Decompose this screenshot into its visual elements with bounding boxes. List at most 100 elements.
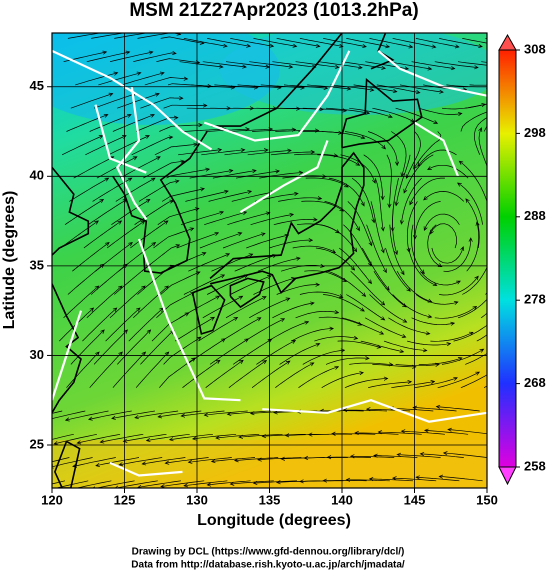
streamline <box>338 247 373 285</box>
streamline <box>349 107 393 119</box>
streamline <box>368 379 413 389</box>
colorbar-tick-label: 308 <box>524 41 546 56</box>
streamline <box>244 318 286 342</box>
streamline <box>133 51 177 63</box>
streamline <box>369 38 414 49</box>
streamline <box>373 271 407 308</box>
streamline <box>342 407 387 413</box>
streamline <box>201 148 246 156</box>
isotherm <box>94 104 147 174</box>
streamline <box>385 247 411 292</box>
streamline <box>417 149 457 167</box>
streamline <box>122 433 167 443</box>
streamline <box>453 324 487 342</box>
streamline <box>466 221 480 272</box>
streamline <box>324 201 360 232</box>
streamline <box>178 147 223 156</box>
streamline <box>389 224 405 276</box>
streamline <box>340 154 376 184</box>
streamline <box>321 131 366 140</box>
streamline <box>131 135 174 156</box>
streamline <box>403 154 434 194</box>
streamline <box>210 457 256 464</box>
streamline <box>376 84 421 95</box>
axes: 120 125 130 135 140 145 150 25 30 35 40 45 <box>30 78 498 507</box>
streamline <box>462 266 487 295</box>
isotherm <box>116 86 148 220</box>
streamline <box>415 475 460 482</box>
streamline <box>460 111 487 132</box>
cold-region <box>220 33 487 115</box>
streamline <box>135 115 179 132</box>
streamline <box>476 334 487 342</box>
streamline <box>55 480 89 488</box>
streamline <box>119 156 161 179</box>
streamline <box>250 212 295 226</box>
streamline <box>367 131 400 167</box>
streamline <box>344 131 386 150</box>
y-axis-label: Latitude (degrees) <box>1 191 18 330</box>
coastline <box>52 283 82 414</box>
streamline <box>212 169 257 179</box>
streamline <box>318 316 363 326</box>
x-tick-label: 130 <box>186 492 208 507</box>
streamline <box>66 351 100 388</box>
streamline <box>95 457 140 468</box>
streamline <box>144 76 189 86</box>
streamline <box>462 38 487 44</box>
streamline <box>141 457 186 466</box>
x-axis-label: Longitude (degrees) <box>197 512 351 529</box>
streamline <box>276 282 321 295</box>
streamline <box>253 38 298 48</box>
streamline <box>75 71 119 86</box>
streamline <box>419 451 464 458</box>
streamline <box>175 316 215 342</box>
streamline <box>303 455 348 461</box>
streamline <box>427 224 443 268</box>
streamline <box>363 154 385 201</box>
colorbar-tick-label: 278 <box>524 292 546 307</box>
x-tick-label: 140 <box>331 492 353 507</box>
streamline <box>134 410 179 420</box>
streamline <box>273 217 318 226</box>
streamline <box>69 177 110 202</box>
streamline <box>345 477 390 482</box>
isotherm <box>413 121 460 177</box>
streamline <box>388 61 433 71</box>
streamline <box>435 404 480 412</box>
streamline <box>224 148 269 156</box>
streamline <box>439 275 479 296</box>
streamline <box>391 380 436 389</box>
credit-line: Data from http://database.rish.kyoto-u.a… <box>131 560 405 571</box>
streamline <box>236 169 281 179</box>
streamline <box>420 270 461 286</box>
colorbar-tick-label: 288 <box>524 208 546 223</box>
streamline <box>86 50 131 63</box>
streamline <box>106 220 146 249</box>
streamline <box>344 376 389 389</box>
streamline <box>98 71 142 86</box>
streamline <box>180 210 225 226</box>
streamline <box>159 122 203 132</box>
streamline <box>411 61 456 71</box>
streamline <box>259 170 304 179</box>
streamline <box>228 360 268 388</box>
streamline <box>229 480 274 486</box>
streamline <box>365 317 407 338</box>
streamline <box>369 294 408 323</box>
streamline <box>164 457 209 465</box>
streamline <box>208 189 253 202</box>
streamline <box>64 198 105 225</box>
streamline <box>185 189 229 202</box>
streamline <box>205 359 244 388</box>
streamline <box>322 478 367 483</box>
streamline <box>366 224 387 274</box>
coastline <box>112 131 208 274</box>
streamline <box>430 223 457 249</box>
streamline <box>411 224 425 275</box>
streamline <box>83 220 123 249</box>
streamline <box>341 61 387 70</box>
streamline <box>465 353 487 365</box>
streamline <box>183 480 228 488</box>
streamline <box>93 329 128 365</box>
